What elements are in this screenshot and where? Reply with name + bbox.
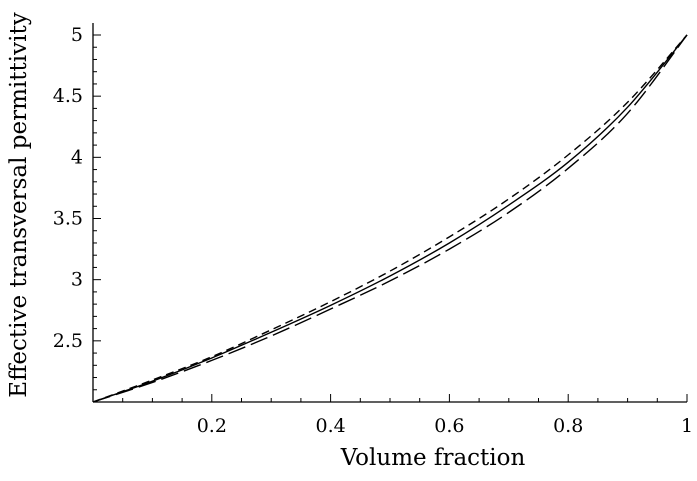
x-tick-label: 0.4 (315, 415, 345, 437)
x-tick-label: 0.6 (434, 415, 464, 437)
x-axis-title: Volume fraction (340, 445, 526, 471)
x-tick-label: 0.2 (197, 415, 227, 437)
y-tick-label: 2.5 (53, 330, 83, 352)
plot-lines (92, 34, 688, 403)
ticks (93, 34, 688, 402)
y-tick-label: 3.5 (53, 208, 83, 230)
y-tick-label: 4 (71, 146, 83, 168)
y-axis-title: Effective transversal permittivity (6, 12, 32, 397)
series-line-solid (92, 34, 688, 403)
tick-labels: 0.2 0.4 0.6 0.8 1 2.5 3 3.5 4 4.5 5 (53, 24, 693, 437)
x-tick-label: 0.8 (553, 415, 583, 437)
x-tick-label: 1 (681, 415, 693, 437)
y-tick-label: 3 (71, 269, 83, 291)
series-line-short-dash (92, 34, 688, 403)
axes (92, 23, 687, 403)
series-line-long-dash (92, 34, 688, 403)
y-tick-label: 4.5 (53, 85, 83, 107)
y-tick-label: 5 (71, 24, 83, 46)
